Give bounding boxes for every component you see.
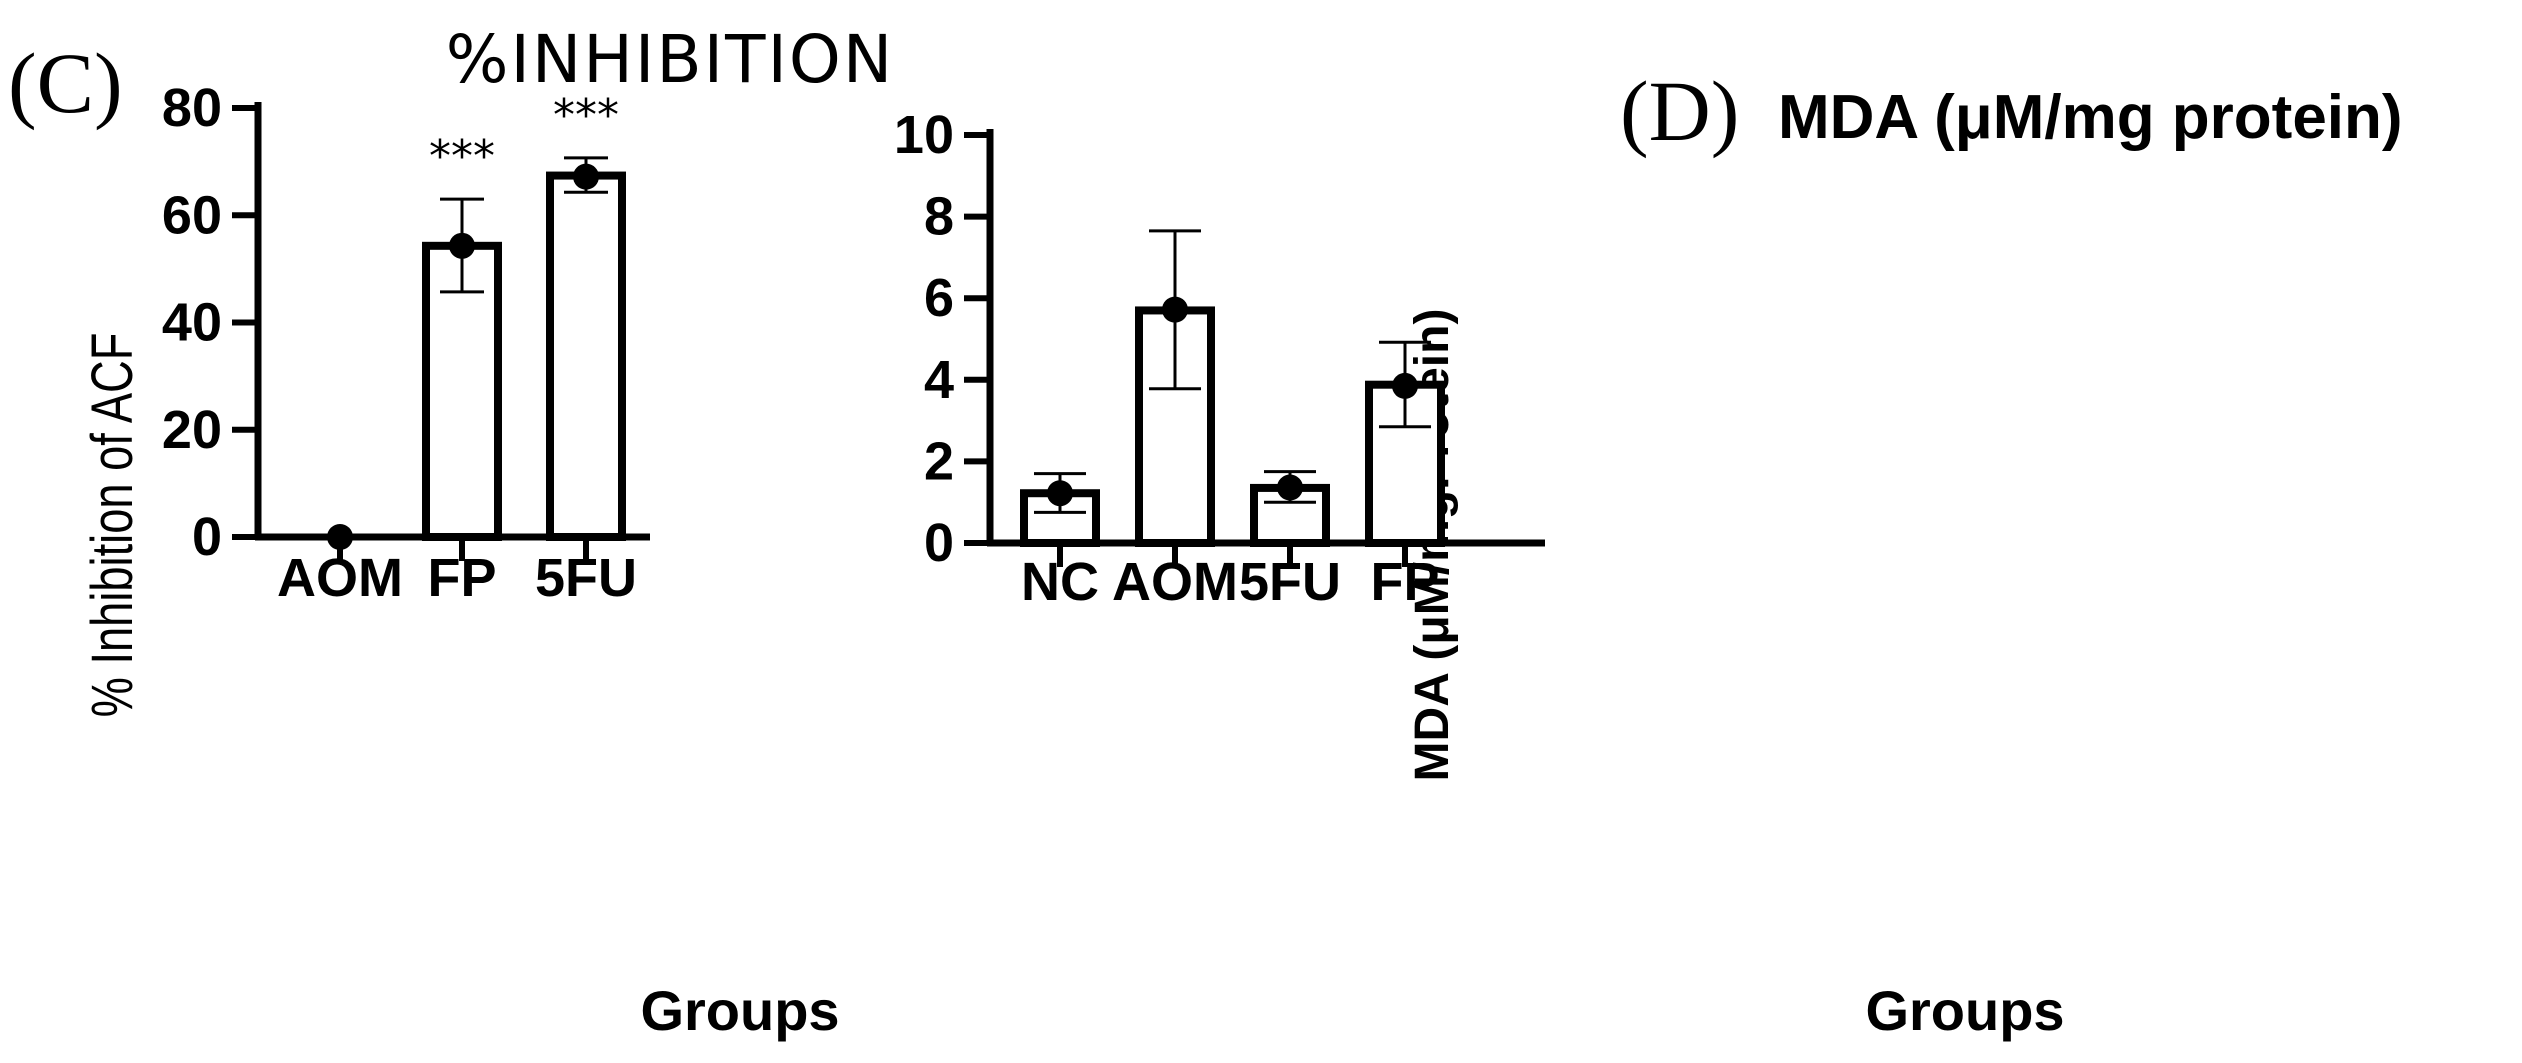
- panel-c-inhibition-chart: (C) %INHIBITION % Inhibition of ACF Grou…: [8, 21, 895, 1042]
- panel-d-title: MDA (μM/mg protein): [1778, 83, 2403, 152]
- y-tick-label: 4: [924, 350, 954, 410]
- data-point-nc: [1047, 480, 1073, 507]
- x-tick-label-5fu: 5FU: [535, 548, 637, 608]
- data-point-fp: [1392, 372, 1418, 399]
- panel-d-mda-chart: (D) MDA (μM/mg protein) MDA (μM/mgProtei…: [894, 63, 2403, 1042]
- x-tick-label-fp: FP: [1370, 552, 1439, 612]
- panel-d-x-ticks: NC AOM 5FU FP: [1021, 543, 1440, 612]
- x-tick-label-aom: AOM: [1112, 552, 1238, 612]
- panel-d-label: (D): [1620, 63, 1739, 159]
- panel-c-bars: [422, 171, 626, 541]
- y-tick-label: 10: [894, 105, 954, 165]
- panel-d-y-ticks: 0 2 4 6 8 10: [894, 105, 990, 573]
- panel-d-x-axis-label: Groups: [1865, 979, 2064, 1042]
- x-tick-label-5fu: 5FU: [1239, 552, 1341, 612]
- data-point-fp: [449, 232, 475, 259]
- panel-c-significance-marks: *** ***: [429, 90, 619, 182]
- y-tick-label: 20: [162, 400, 222, 460]
- panel-c-title: %INHIBITION: [446, 21, 895, 98]
- x-tick-label-fp: FP: [427, 548, 496, 608]
- data-point-5fu: [573, 163, 599, 190]
- panel-c-x-axis-label: Groups: [640, 979, 839, 1042]
- y-tick-label: 60: [162, 185, 222, 245]
- y-tick-label: 40: [162, 293, 222, 353]
- x-tick-label-nc: NC: [1021, 552, 1099, 612]
- panel-c-x-ticks: AOM FP 5FU: [277, 537, 637, 608]
- bar-5fu: [546, 171, 626, 541]
- y-tick-label: 80: [162, 78, 222, 138]
- y-tick-label: 2: [924, 431, 954, 491]
- data-point-5fu: [1277, 474, 1303, 501]
- panel-c-y-ticks: 0 20 40 60 80: [162, 78, 258, 567]
- significance-mark-fp: ***: [429, 131, 495, 182]
- significance-mark-5fu: ***: [553, 90, 619, 141]
- panel-c-data-points: [327, 163, 599, 550]
- x-tick-label-aom: AOM: [277, 548, 403, 608]
- panel-c-y-axis-label: % Inhibition of ACF: [81, 333, 146, 718]
- y-tick-label: 0: [192, 507, 222, 567]
- panel-d-axes: [986, 129, 1545, 547]
- y-tick-label: 8: [924, 187, 954, 247]
- panel-d-bars: [1020, 306, 1445, 548]
- y-tick-label: 0: [924, 513, 954, 573]
- y-tick-label: 6: [924, 268, 954, 328]
- panel-c-label: (C): [8, 35, 123, 131]
- panel-d-data-points: [1047, 296, 1418, 507]
- data-point-aom: [1162, 296, 1188, 323]
- panel-c-error-bars: [440, 156, 608, 294]
